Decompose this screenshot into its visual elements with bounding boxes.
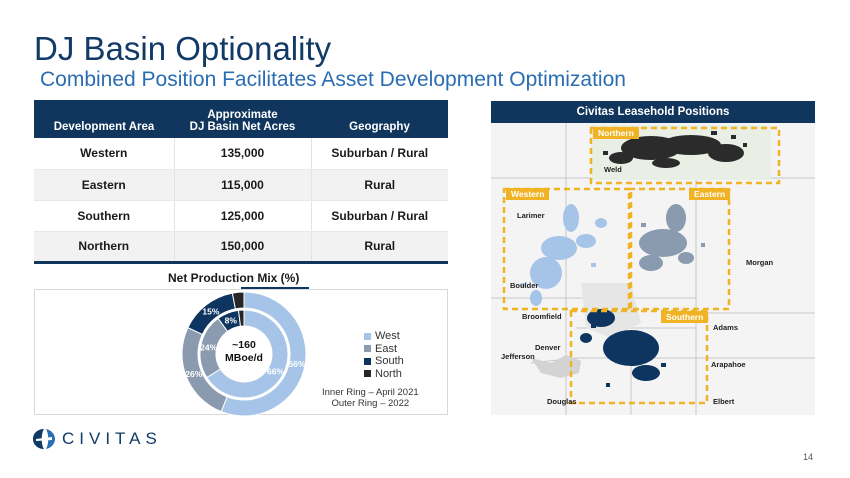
legend-swatch-west [364, 332, 371, 340]
county-label-denver: Denver [535, 343, 561, 352]
table-row: Eastern 115,000 Rural [34, 169, 448, 201]
cell-geography: Suburban / Rural [310, 200, 448, 232]
ring-note: Inner Ring – April 2021 Outer Ring – 202… [322, 387, 419, 409]
legend-label-south: South [375, 355, 404, 368]
col-header-geography: Geography [311, 100, 448, 138]
county-label-adams: Adams [713, 323, 739, 332]
production-mix-title: Net Production Mix (%) [168, 271, 300, 285]
donut-outer-slice-north [231, 291, 245, 310]
production-mix-underline [241, 287, 309, 289]
ring-note-outer: Outer Ring – 2022 [331, 398, 410, 409]
col-header-acres: Approximate DJ Basin Net Acres [174, 100, 311, 138]
zone-tag-western: Western [506, 188, 550, 200]
legend-item-north: North [364, 368, 404, 381]
donut-inner-label-east: 24% [200, 342, 217, 352]
legend-swatch-north [364, 370, 371, 378]
cell-geography: Rural [310, 231, 448, 264]
donut-inner-slice-north [237, 309, 245, 327]
page-title: DJ Basin Optionality [34, 30, 332, 67]
development-area-table: Development Area Approximate DJ Basin Ne… [34, 100, 448, 264]
legend-item-east: East [364, 343, 404, 356]
ring-note-inner: Inner Ring – April 2021 [322, 387, 419, 398]
production-mix-donut-chart: 66% 24% 8% 56% 26% 15% [181, 291, 307, 417]
col-header-acres-line1: Approximate [207, 109, 278, 121]
cell-area: Southern [34, 200, 174, 232]
cell-acres: 135,000 [173, 138, 311, 170]
donut-outer-label-west: 56% [289, 359, 306, 369]
civitas-logo-icon [33, 429, 55, 449]
county-label-boulder: Boulder [510, 281, 539, 290]
cell-area: Eastern [34, 169, 174, 201]
cell-geography: Suburban / Rural [310, 138, 448, 170]
donut-inner-label-south: 8% [225, 316, 238, 326]
donut-inner-slice-west [206, 309, 289, 399]
legend-label-east: East [375, 342, 398, 355]
donut-center-unit: MBoe/d [225, 352, 263, 364]
production-mix-legend: West East South North [364, 330, 404, 380]
page-number: 14 [803, 452, 814, 462]
map-header: Civitas Leasehold Positions [491, 101, 815, 123]
page-subtitle: Combined Position Facilitates Asset Deve… [40, 68, 626, 91]
county-label-larimer: Larimer [517, 211, 545, 220]
cell-acres: 125,000 [173, 200, 311, 232]
donut-inner-label-west: 66% [267, 366, 284, 376]
col-header-area: Development Area [34, 100, 174, 138]
cell-area: Northern [34, 231, 174, 264]
county-label-arapahoe: Arapahoe [711, 360, 746, 369]
legend-label-north: North [375, 367, 402, 380]
legend-swatch-south [364, 357, 371, 365]
table-header-row: Development Area Approximate DJ Basin Ne… [34, 100, 448, 138]
cell-area: Western [34, 138, 174, 170]
donut-outer-slice-west [220, 291, 307, 417]
legend-label-west: West [375, 330, 400, 343]
donut-center-value: ~160 [232, 339, 256, 351]
cell-acres: 150,000 [173, 231, 311, 264]
brand-wordmark: CIVITAS [62, 429, 162, 448]
county-label-broomfield: Broomfield [522, 312, 562, 321]
county-label-jefferson: Jefferson [501, 352, 535, 361]
cell-acres: 115,000 [173, 169, 311, 201]
donut-center-label: ~160 MBoe/d [219, 339, 269, 365]
legend-swatch-east [364, 345, 371, 353]
table-row: Southern 125,000 Suburban / Rural [34, 200, 448, 232]
county-label-douglas: Douglas [547, 397, 577, 406]
zone-tag-southern: Southern [661, 311, 709, 323]
county-label-elbert: Elbert [713, 397, 735, 406]
zone-tag-northern: Northern [593, 127, 639, 139]
cell-geography: Rural [310, 169, 448, 201]
legend-item-south: South [364, 355, 404, 368]
map-canvas [491, 123, 815, 415]
table-row: Northern 150,000 Rural [34, 231, 448, 264]
donut-outer-label-east: 26% [185, 369, 202, 379]
zone-tag-eastern: Eastern [689, 188, 731, 200]
county-label-weld: Weld [604, 165, 622, 174]
donut-outer-label-south: 15% [202, 306, 219, 316]
county-label-morgan: Morgan [746, 258, 774, 267]
table-row: Western 135,000 Suburban / Rural [34, 138, 448, 170]
col-header-acres-line2: DJ Basin Net Acres [189, 121, 296, 133]
leasehold-map: Northern Western Eastern Southern Weld L… [491, 123, 815, 415]
legend-item-west: West [364, 330, 404, 343]
